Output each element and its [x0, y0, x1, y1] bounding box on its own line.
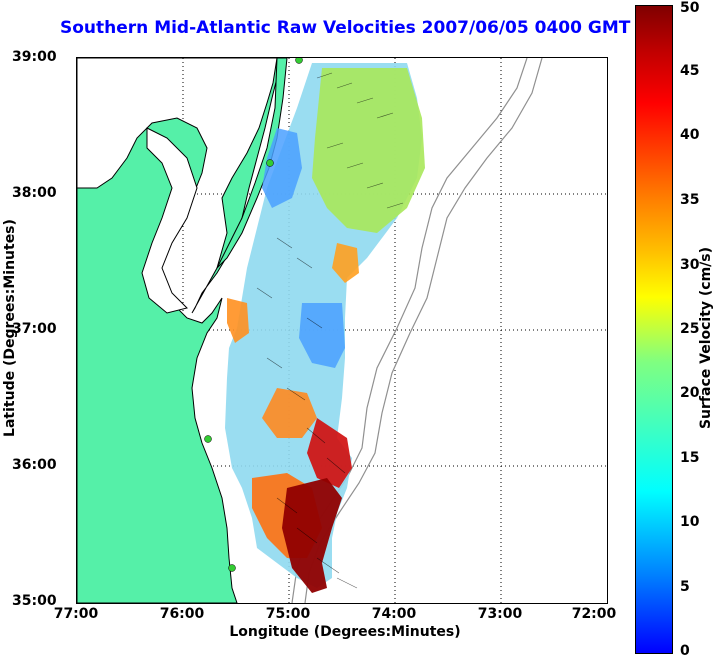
colorbar-tick: 0 — [680, 643, 690, 659]
bay-water — [141, 127, 198, 314]
map-panel[interactable] — [76, 57, 608, 604]
y-tick-label: 39:00 — [12, 49, 57, 65]
map-svg — [77, 58, 607, 603]
y-tick-label: 36:00 — [12, 457, 57, 473]
colorbar-tick: 40 — [680, 127, 700, 143]
colorbar-tick: 50 — [680, 0, 700, 16]
x-tick-label: 77:00 — [53, 606, 99, 622]
chart-title: Southern Mid-Atlantic Raw Velocities 200… — [60, 18, 631, 38]
colorbar — [635, 5, 673, 654]
x-tick-label: 72:00 — [571, 606, 617, 622]
y-axis-title: Latitude (Degrees:Minutes) — [2, 219, 18, 437]
colorbar-tick: 25 — [680, 321, 700, 337]
x-tick-label: 73:00 — [477, 606, 523, 622]
station-markers — [204, 58, 303, 572]
x-tick-label: 75:00 — [265, 606, 311, 622]
colorbar-tick: 35 — [680, 192, 700, 208]
y-tick-label: 37:00 — [12, 321, 57, 337]
colorbar-title: Surface Velocity (cm/s) — [698, 246, 714, 430]
colorbar-tick: 10 — [680, 514, 700, 530]
colorbar-tick: 5 — [680, 579, 690, 595]
colorbar-tick: 30 — [680, 257, 700, 273]
y-tick-label: 38:00 — [12, 185, 57, 201]
velocity-field — [225, 63, 425, 593]
x-tick-label: 74:00 — [371, 606, 417, 622]
barrier-islands — [216, 58, 288, 269]
x-axis-title: Longitude (Degrees:Minutes) — [229, 624, 461, 640]
colorbar-tick: 45 — [680, 63, 700, 79]
colorbar-tick: 15 — [680, 450, 700, 466]
y-tick-label: 35:00 — [12, 593, 57, 609]
colorbar-tick: 20 — [680, 385, 700, 401]
x-tick-label: 76:00 — [159, 606, 205, 622]
